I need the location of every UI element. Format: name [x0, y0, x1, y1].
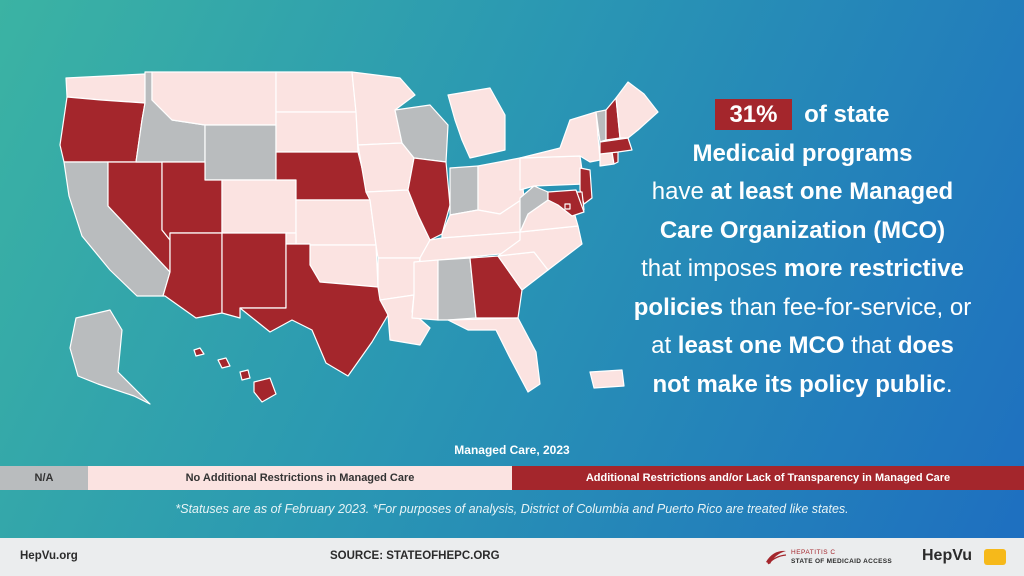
- state-ga: [469, 255, 523, 319]
- state-of-medicaid-access-logo: HEPATITIS C STATE OF MEDICAID ACCESS: [765, 545, 913, 571]
- legend-no-restrictions: No Additional Restrictions in Managed Ca…: [88, 466, 512, 490]
- state-ny: [519, 111, 601, 163]
- state-nd: [275, 71, 357, 113]
- legend-na: N/A: [0, 466, 88, 490]
- headline-statistic: 31% of state Medicaid programs have at l…: [633, 99, 972, 398]
- hepvu-logo: HepVu: [922, 547, 973, 564]
- state-al: [437, 257, 477, 321]
- hepvu-mark-icon: [984, 549, 1006, 565]
- state-ak: [69, 309, 151, 405]
- state-pa: [519, 155, 585, 191]
- state-mi: [447, 87, 506, 159]
- state-sd: [275, 111, 359, 153]
- swoosh-icon: [766, 550, 787, 565]
- state-me: [615, 81, 659, 139]
- source-label: SOURCE: STATEOFHEPC.ORG: [330, 550, 500, 562]
- state-ia: [357, 142, 415, 193]
- state-tx: [239, 243, 389, 377]
- state-ms: [411, 259, 439, 321]
- state-ks: [295, 199, 377, 246]
- footer: HepVu.org SOURCE: STATEOFHEPC.ORG HEPATI…: [0, 538, 1024, 576]
- state-az: [162, 232, 223, 319]
- state-mt: [151, 71, 277, 126]
- state-nj: [579, 167, 593, 205]
- state-co: [221, 179, 297, 234]
- state-fl: [447, 317, 541, 393]
- legend-restrictions: Additional Restrictions and/or Lack of T…: [512, 466, 1024, 490]
- state-hi: [193, 347, 277, 403]
- state-wy: [204, 124, 277, 181]
- legend-title: Managed Care, 2023: [454, 443, 570, 457]
- state-md: [547, 189, 585, 217]
- state-nm: [221, 232, 287, 319]
- state-il: [407, 157, 451, 241]
- state-pr: [589, 369, 625, 389]
- state-in: [449, 165, 479, 216]
- state-nc: [497, 225, 583, 271]
- state-or: [59, 96, 146, 163]
- percent-badge: 31%: [715, 99, 792, 130]
- state-dc: [564, 203, 571, 210]
- state-ma: [599, 137, 633, 155]
- footnote: *Statuses are as of February 2023. *For …: [175, 502, 849, 516]
- legend: N/A No Additional Restrictions in Manage…: [0, 466, 1024, 490]
- site-link[interactable]: HepVu.org: [20, 550, 78, 562]
